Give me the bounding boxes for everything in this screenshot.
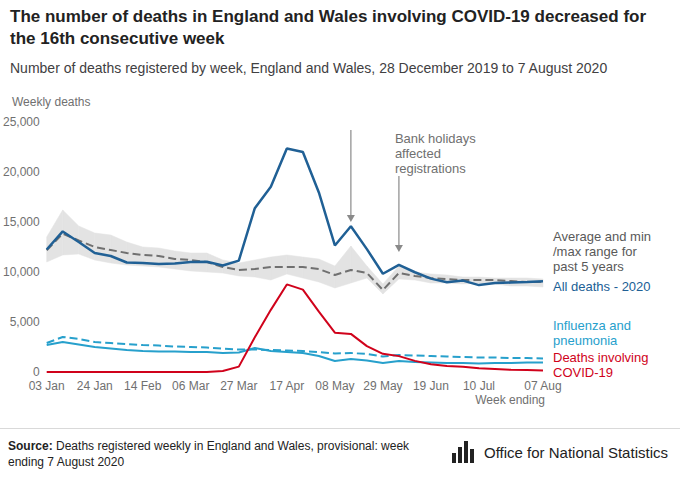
svg-text:17 Apr: 17 Apr bbox=[269, 379, 304, 393]
svg-text:25,000: 25,000 bbox=[3, 115, 40, 129]
svg-text:5,000: 5,000 bbox=[10, 315, 40, 329]
svg-text:10 Jul: 10 Jul bbox=[463, 379, 495, 393]
svg-text:/max range for: /max range for bbox=[553, 244, 640, 259]
svg-text:24 Jan: 24 Jan bbox=[77, 379, 113, 393]
html-text:Source: Deaths registered week: Source: Deaths registered weekly in Engl… bbox=[8, 439, 410, 469]
svg-text:0: 0 bbox=[33, 365, 40, 379]
html-text:The number of deaths in Englan: The number of deaths in England and Wale… bbox=[10, 7, 646, 48]
svg-text:Average and min: Average and min bbox=[553, 229, 651, 244]
svg-text:20,000: 20,000 bbox=[3, 165, 40, 179]
svg-text:03 Jan: 03 Jan bbox=[29, 379, 65, 393]
svg-text:Week ending: Week ending bbox=[475, 393, 545, 407]
svg-text:Deaths involving: Deaths involving bbox=[553, 350, 652, 365]
svg-text:27 Mar: 27 Mar bbox=[220, 379, 257, 393]
svg-text:07 Aug: 07 Aug bbox=[524, 379, 561, 393]
html-text:Weekly deaths: Weekly deaths bbox=[12, 95, 91, 109]
svg-text:pneumonia: pneumonia bbox=[553, 333, 618, 348]
svg-text:10,000: 10,000 bbox=[3, 265, 40, 279]
svg-text:15,000: 15,000 bbox=[3, 215, 40, 229]
svg-text:06 Mar: 06 Mar bbox=[172, 379, 209, 393]
svg-text:Influenza and: Influenza and bbox=[553, 318, 635, 333]
svg-text:past 5 years: past 5 years bbox=[553, 259, 624, 274]
svg-text:Bank holidays: Bank holidays bbox=[395, 131, 480, 146]
svg-text:19 Jun: 19 Jun bbox=[413, 379, 449, 393]
svg-text:COVID-19: COVID-19 bbox=[553, 365, 613, 380]
svg-text:All deaths - 2020: All deaths - 2020 bbox=[553, 279, 651, 294]
svg-text:affected: affected bbox=[395, 146, 445, 161]
svg-text:14 Feb: 14 Feb bbox=[124, 379, 162, 393]
svg-text:08 May: 08 May bbox=[315, 379, 354, 393]
html-text:Number of deaths registered by: Number of deaths registered by week, Eng… bbox=[10, 60, 608, 76]
html-text:Office for National Statistics: Office for National Statistics bbox=[484, 443, 668, 461]
svg-text:29 May: 29 May bbox=[363, 379, 402, 393]
svg-text:registrations: registrations bbox=[395, 161, 466, 176]
